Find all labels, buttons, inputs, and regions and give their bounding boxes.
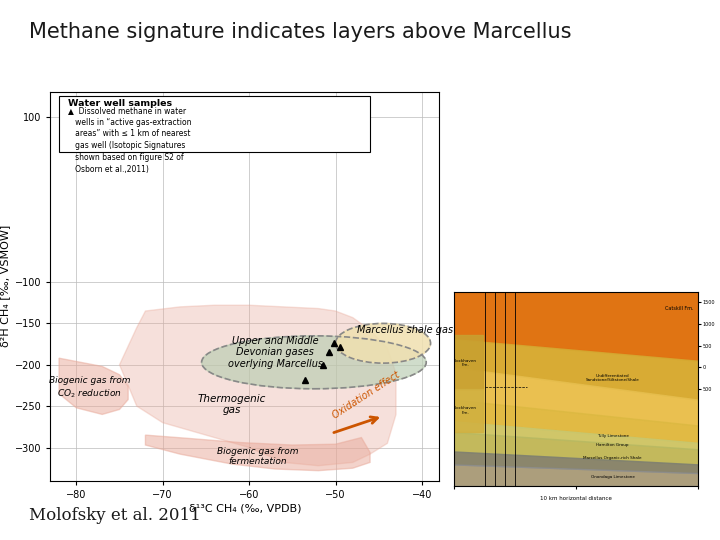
Text: Molofsky et al. 2011: Molofsky et al. 2011 xyxy=(29,507,201,524)
Text: Upper and Middle
Devonian gases
overlying Marcellus: Upper and Middle Devonian gases overlyin… xyxy=(228,336,323,369)
Ellipse shape xyxy=(336,323,431,363)
Text: Thermogenic
gas: Thermogenic gas xyxy=(198,394,266,415)
Polygon shape xyxy=(145,435,370,471)
Y-axis label: δ²H CH₄ [‰, VSMOW]: δ²H CH₄ [‰, VSMOW] xyxy=(1,225,11,347)
Text: Methane signature indicates layers above Marcellus: Methane signature indicates layers above… xyxy=(29,22,571,42)
Text: Onondaga Limestone: Onondaga Limestone xyxy=(591,475,634,480)
Text: Marcellus shale gas: Marcellus shale gas xyxy=(356,325,453,335)
Ellipse shape xyxy=(202,336,426,389)
Text: Biogenic gas from
fermentation: Biogenic gas from fermentation xyxy=(217,447,299,467)
Text: Lockhaven
Fm.: Lockhaven Fm. xyxy=(455,359,477,367)
Text: Undifferentiated
Sandstone/Siltstone/Shale: Undifferentiated Sandstone/Siltstone/Sha… xyxy=(586,374,639,382)
Text: Marcellus Organic-rich Shale: Marcellus Organic-rich Shale xyxy=(583,456,642,460)
X-axis label: δ¹³C CH₄ (‰, VPDB): δ¹³C CH₄ (‰, VPDB) xyxy=(189,504,301,514)
Text: Lockhaven
Fm.: Lockhaven Fm. xyxy=(455,406,477,415)
FancyBboxPatch shape xyxy=(59,96,370,152)
Polygon shape xyxy=(454,292,698,361)
Text: Biogenic gas from
CO$_2$ reduction: Biogenic gas from CO$_2$ reduction xyxy=(48,376,130,400)
Text: Hamilton Group: Hamilton Group xyxy=(596,443,629,447)
X-axis label: 10 km horizontal distance: 10 km horizontal distance xyxy=(540,496,612,502)
Polygon shape xyxy=(120,305,396,465)
Text: Water well samples: Water well samples xyxy=(68,99,172,108)
Text: Oxidation effect: Oxidation effect xyxy=(330,370,401,421)
Text: ▲  Dissolved methane in water
   wells in “active gas-extraction
   areas” with : ▲ Dissolved methane in water wells in “a… xyxy=(68,106,192,174)
Text: Tully Limestone: Tully Limestone xyxy=(597,434,629,438)
Polygon shape xyxy=(59,358,128,414)
Text: Catskill Fm.: Catskill Fm. xyxy=(665,306,693,312)
